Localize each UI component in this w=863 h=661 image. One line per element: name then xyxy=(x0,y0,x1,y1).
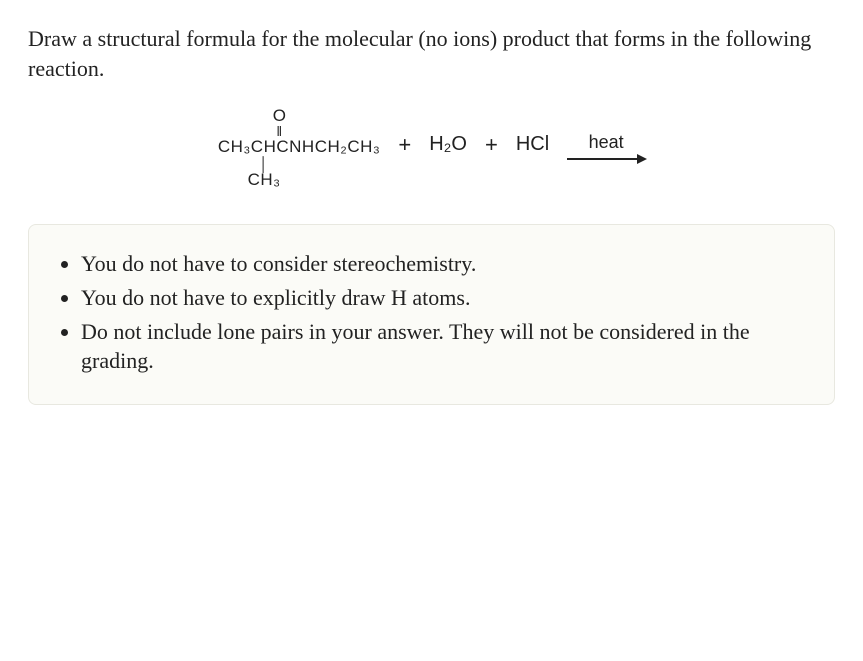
water-reactant: H₂O xyxy=(429,131,467,164)
amide-reactant: O ‖ CH₃CHCNHCH₂CH₃ │ CH₃ xyxy=(218,107,381,188)
arrow-line xyxy=(567,158,645,160)
hint-item: You do not have to explicitly draw H ato… xyxy=(81,283,804,313)
hints-list: You do not have to consider stereochemis… xyxy=(51,249,804,376)
question-prompt: Draw a structural formula for the molecu… xyxy=(28,24,835,83)
hcl-reactant: HCl xyxy=(516,131,549,164)
reaction-arrow: heat xyxy=(567,130,645,166)
plus-sign: + xyxy=(485,130,498,166)
mol-branch-bond: │ xyxy=(259,157,268,171)
plus-sign: + xyxy=(398,130,411,166)
hint-item: You do not have to consider stereochemis… xyxy=(81,249,804,279)
mol-double-bond: ‖ xyxy=(276,124,282,138)
hints-panel: You do not have to consider stereochemis… xyxy=(28,224,835,405)
mol-oxygen: O xyxy=(273,107,287,124)
heat-label: heat xyxy=(589,130,624,154)
mol-branch: CH₃ xyxy=(248,171,281,188)
hint-item: Do not include lone pairs in your answer… xyxy=(81,317,804,376)
mol-main-chain: CH₃CHCNHCH₂CH₃ xyxy=(218,138,381,155)
reaction-scheme: O ‖ CH₃CHCNHCH₂CH₃ │ CH₃ + H₂O + HCl hea… xyxy=(28,107,835,188)
reaction-row: O ‖ CH₃CHCNHCH₂CH₃ │ CH₃ + H₂O + HCl hea… xyxy=(28,107,835,188)
